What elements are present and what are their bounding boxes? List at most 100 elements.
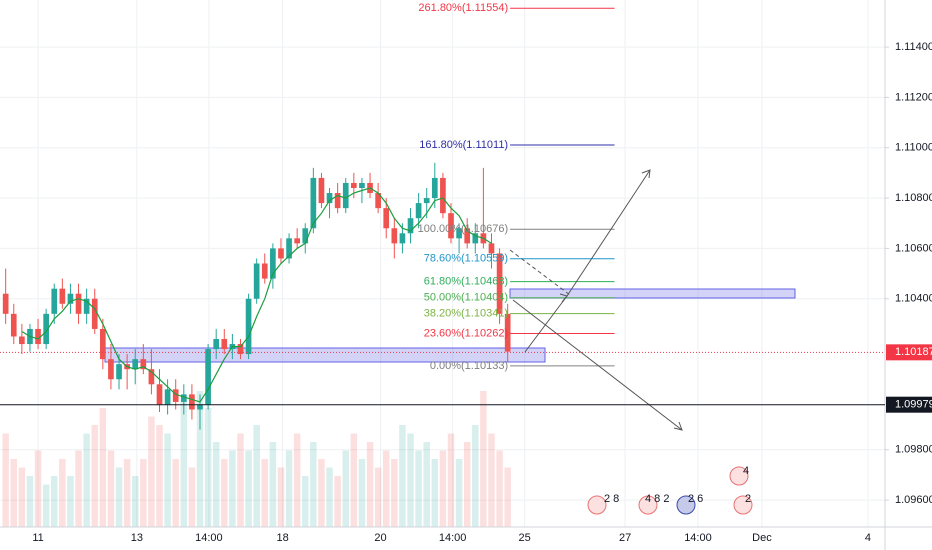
volume-bar xyxy=(496,450,503,527)
y-tick-label: 1.09600 xyxy=(895,494,932,506)
x-tick-label: 4 xyxy=(865,532,871,544)
candle-body xyxy=(342,182,349,209)
candle-body xyxy=(51,288,58,314)
candle-body xyxy=(253,263,260,299)
volume-bar xyxy=(172,459,179,527)
volume-bar xyxy=(67,476,74,527)
volume-bar xyxy=(488,433,495,527)
y-tick-label: 1.10800 xyxy=(895,192,932,204)
candle-body xyxy=(180,394,187,402)
candle-body xyxy=(472,233,479,244)
candle-body xyxy=(456,228,462,239)
candle-body xyxy=(399,233,406,244)
fib-label: 38.20%(1.10341) xyxy=(424,307,508,319)
volume-bar xyxy=(342,450,349,527)
candle-body xyxy=(205,349,211,405)
volume-bar xyxy=(326,467,333,527)
event-label: 2 xyxy=(745,493,751,505)
volume-bar xyxy=(10,459,18,527)
volume-bar xyxy=(415,450,422,527)
candles xyxy=(2,162,511,430)
event-label: 4 xyxy=(743,465,749,477)
candle-body xyxy=(423,198,430,204)
volume-bar xyxy=(285,450,293,527)
candle-body xyxy=(278,248,284,259)
volume-bar xyxy=(188,467,196,527)
x-tick-label: 14:00 xyxy=(439,532,467,544)
candle-body xyxy=(407,218,414,234)
volume-bar xyxy=(472,425,479,527)
x-tick-label: 25 xyxy=(519,532,531,544)
candle-body xyxy=(10,313,17,337)
moving-average xyxy=(21,187,492,403)
volume-bar xyxy=(140,459,147,527)
candle-body xyxy=(326,193,333,204)
volume-bar xyxy=(2,433,9,527)
candle-body xyxy=(245,298,252,355)
volume-bar xyxy=(277,467,285,527)
volume-bar xyxy=(455,459,463,527)
x-tick-label: 11 xyxy=(32,532,43,544)
volume-bar xyxy=(59,459,66,527)
fib-label: 61.80%(1.10468) xyxy=(424,276,508,288)
fib-label: 0.00%(1.10133) xyxy=(430,360,508,372)
volume-bar xyxy=(180,399,188,527)
candle-body xyxy=(132,359,139,370)
candle-body xyxy=(83,298,90,314)
volume-bar xyxy=(148,416,155,527)
volume-bar xyxy=(107,450,115,527)
volume-bar xyxy=(504,467,511,527)
y-tick-label: 1.11400 xyxy=(895,41,932,53)
y-tick-label: 1.11200 xyxy=(895,91,932,103)
candle-body xyxy=(140,359,147,370)
volume-bar xyxy=(350,433,358,527)
x-tick-label: Dec xyxy=(752,532,772,544)
fib-label: 161.80%(1.11011) xyxy=(419,139,508,151)
candle-body xyxy=(448,213,454,239)
volume-bar xyxy=(269,442,277,527)
candle-body xyxy=(286,238,292,259)
volume-bar xyxy=(229,450,236,527)
event-label: 4 8 2 xyxy=(645,493,669,505)
volume-bar xyxy=(382,450,390,527)
last-price-label: 1.10187 xyxy=(895,346,932,358)
candle-body xyxy=(318,177,325,204)
volume-bar xyxy=(447,433,455,527)
candle-body xyxy=(43,313,49,345)
candle-body xyxy=(35,328,41,345)
volume-bar xyxy=(34,450,42,527)
candle-body xyxy=(172,389,179,402)
candle-body xyxy=(91,298,98,329)
last-price-box xyxy=(886,344,932,361)
candle-body xyxy=(375,193,381,209)
candle-body xyxy=(310,177,317,229)
volume-bar xyxy=(366,442,374,527)
volume-bar xyxy=(123,459,131,527)
candle-body xyxy=(359,182,365,188)
fib-label: 261.80%(1.11554) xyxy=(418,2,508,14)
arrow-head xyxy=(641,169,651,179)
volume-bar xyxy=(302,476,309,527)
volume-bar xyxy=(407,433,414,527)
volume-bar xyxy=(42,484,50,527)
y-tick-label: 1.09800 xyxy=(895,444,932,456)
volume-bar xyxy=(26,476,34,527)
volume-bar xyxy=(293,433,301,527)
event-icon xyxy=(733,495,753,515)
arrow xyxy=(512,299,683,431)
volume-bar xyxy=(83,433,90,527)
volume-bar xyxy=(245,450,252,527)
candle-body xyxy=(197,404,203,410)
candle-body xyxy=(302,228,309,244)
level-label: 1.09979 xyxy=(895,399,932,411)
candle-body xyxy=(213,339,220,350)
x-tick-label: 14:00 xyxy=(195,532,223,544)
volume-bar xyxy=(480,391,487,527)
volume-bar xyxy=(431,459,439,527)
candle-body xyxy=(75,293,82,314)
events: 2 8 4 8 2 2 6 4 2 xyxy=(587,465,753,515)
candle-body xyxy=(108,359,114,380)
arrow-head xyxy=(559,293,568,303)
volume-bar xyxy=(164,433,171,527)
